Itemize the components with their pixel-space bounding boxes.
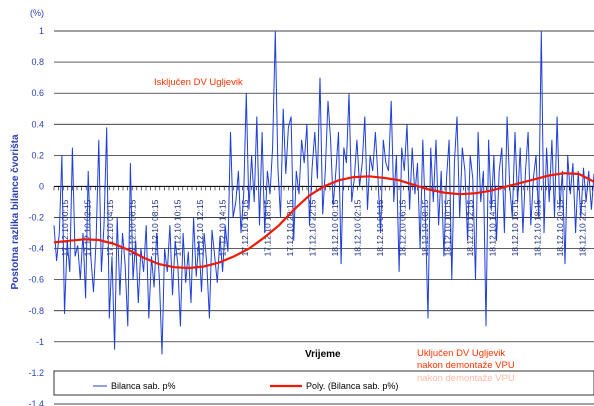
x-tick-label: 18.12.10 14:15 bbox=[488, 199, 498, 256]
x-tick-label: 17.12.10 16:15 bbox=[240, 199, 250, 256]
annotation-iskljucen: Isključen DV Ugljevik bbox=[154, 77, 243, 88]
y-tick-label: 0.6 bbox=[31, 88, 44, 98]
grid bbox=[54, 30, 594, 405]
y-tick-labels: 1 0.8 0.6 0.4 0.2 0 -0.2 -0.4 -0.6 -0.8 -1 -1.2 -1.4 bbox=[28, 26, 44, 406]
x-tick-label: 18.12.10 20:15 bbox=[555, 199, 565, 256]
y-tick-label: -0.6 bbox=[28, 275, 44, 285]
y-axis-title: Postotna razlika bilance čvorišta bbox=[10, 134, 21, 289]
x-tick-label: 18.12.10 00:15 bbox=[330, 199, 340, 256]
x-tick-label: 17.12.10 00:15 bbox=[60, 199, 70, 256]
annotation-ukljucen: Uključen DV Ugljevik bbox=[417, 348, 505, 359]
x-tick-label: 17.12.10 04:15 bbox=[105, 199, 115, 256]
y-tick-label: -1 bbox=[36, 337, 44, 347]
y-tick-label: -0.8 bbox=[28, 306, 44, 316]
x-tick-label: 18.12.10 16:15 bbox=[510, 199, 520, 256]
x-tick-label: 18.12.10 22:15 bbox=[578, 199, 588, 256]
x-tick-label: 17.12.10 20:15 bbox=[285, 199, 295, 256]
y-tick-label: -1.4 bbox=[28, 399, 44, 406]
y-unit-label: (%) bbox=[30, 8, 44, 18]
y-tick-label: 0 bbox=[39, 181, 44, 191]
x-tick-label: 17.12.10 08:15 bbox=[150, 199, 160, 256]
x-tick-label: 18.12.10 12:15 bbox=[465, 199, 475, 256]
legend-box bbox=[53, 370, 594, 396]
y-tick-label: 0.8 bbox=[31, 57, 44, 67]
x-tick-label: 17.12.10 14:15 bbox=[218, 199, 228, 256]
y-tick-label: -0.4 bbox=[28, 244, 44, 254]
y-tick-label: -1.2 bbox=[28, 368, 44, 378]
x-tick-label: 18.12.10 02:15 bbox=[353, 199, 363, 256]
annotation-nakon: nakon demontaže VPU bbox=[417, 360, 515, 371]
annotation-nakon-clipped: nakon demontaže VPU bbox=[417, 373, 515, 384]
x-tick-label: 17.12.10 12:15 bbox=[195, 199, 205, 256]
x-tick-label: 18.12.10 10:15 bbox=[443, 199, 453, 256]
x-tick-label: 17.12.10 06:15 bbox=[128, 199, 138, 256]
y-tick-label: 0.2 bbox=[31, 150, 44, 160]
legend-label-bilanca: Bilanca sab. p% bbox=[111, 381, 176, 391]
y-tick-label: 1 bbox=[39, 26, 44, 36]
x-tick-label: 18.12.10 08:15 bbox=[420, 199, 430, 256]
y-tick-label: 0.4 bbox=[31, 119, 44, 129]
series-bilanca-line bbox=[53, 30, 594, 355]
x-tick-label: 17.12.10 18:15 bbox=[263, 199, 273, 256]
x-tick-label: 18.12.10 18:15 bbox=[533, 199, 543, 256]
x-tick-label: 17.12.10 22:15 bbox=[308, 199, 318, 256]
x-tick-label: 18.12.10 06:15 bbox=[398, 199, 408, 256]
legend-label-poly: Poly. (Bilanca sab. p%) bbox=[306, 381, 398, 391]
x-axis-title: Vrijeme bbox=[305, 349, 341, 360]
x-tick-label: 17.12.10 10:15 bbox=[173, 199, 183, 256]
y-tick-label: -0.2 bbox=[28, 213, 44, 223]
series-poly-line bbox=[53, 172, 594, 270]
